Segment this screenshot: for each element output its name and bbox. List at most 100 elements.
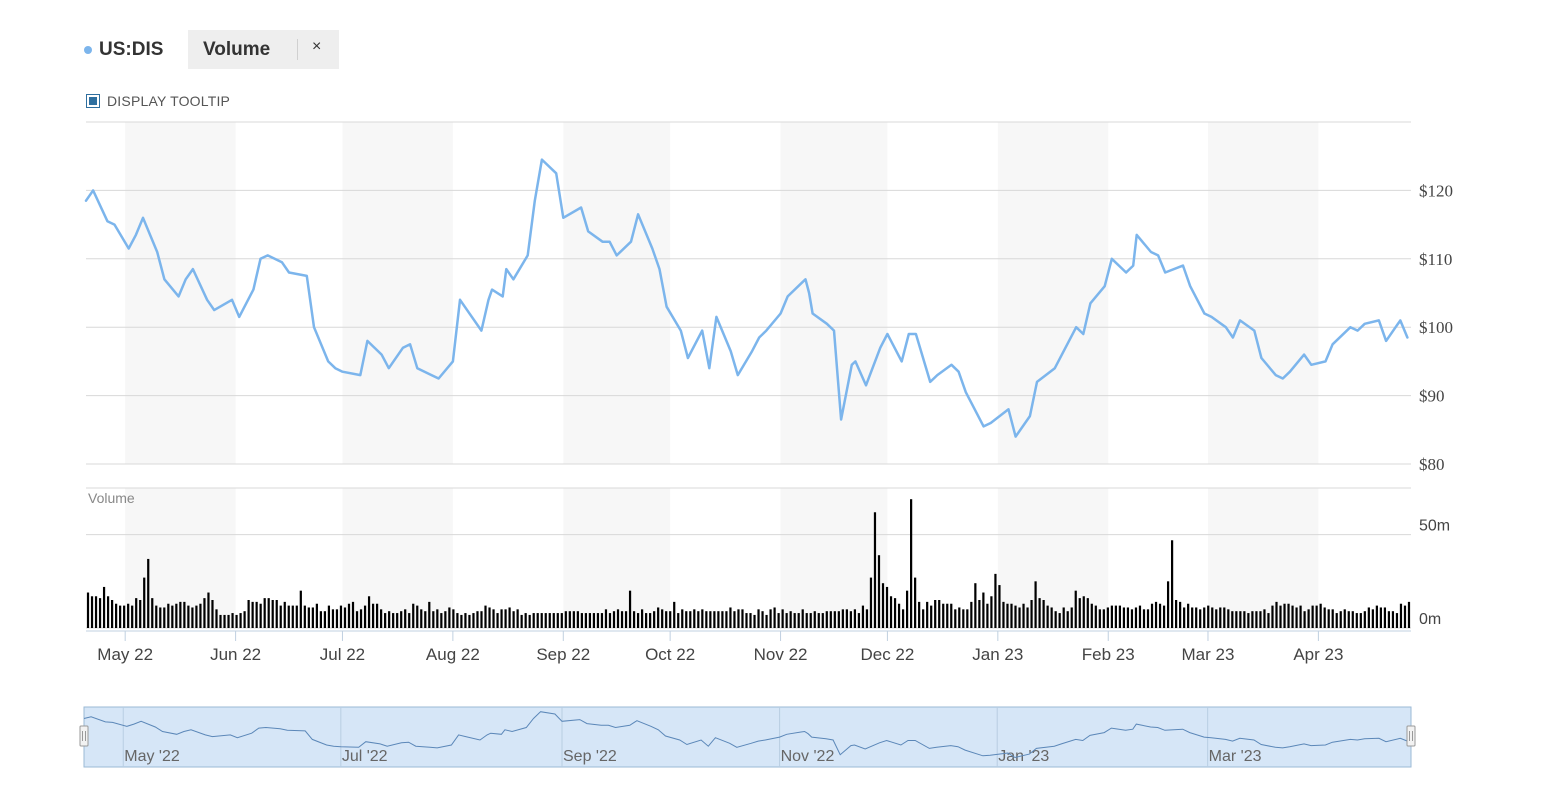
volume-bar bbox=[1363, 611, 1366, 628]
navigator: May '22 Jul '22 Sep '22 Nov '22 Jan '23 Mar '… bbox=[79, 706, 1416, 768]
volume-bar bbox=[536, 613, 539, 628]
volume-bar bbox=[669, 611, 672, 628]
volume-bar bbox=[1383, 607, 1387, 628]
month-band bbox=[997, 488, 1109, 628]
volume-bar bbox=[424, 611, 427, 628]
volume-bar bbox=[416, 605, 419, 628]
volume-bar bbox=[139, 600, 142, 628]
tooltip-checkbox[interactable] bbox=[86, 94, 100, 108]
volume-bar bbox=[267, 598, 270, 628]
volume-bar bbox=[797, 613, 800, 628]
navigator-right-handle[interactable] bbox=[1406, 725, 1416, 747]
volume-bar bbox=[685, 611, 688, 628]
volume-bar bbox=[677, 613, 680, 628]
volume-bar bbox=[279, 605, 282, 628]
volume-bar bbox=[335, 609, 339, 628]
month-band bbox=[1207, 488, 1319, 628]
navigator-tick-label: Nov '22 bbox=[781, 748, 835, 765]
price-axis-labels: $80 $90 $100 $110 $120 bbox=[1419, 181, 1453, 474]
volume-bar bbox=[901, 609, 905, 628]
legend-item-us-dis[interactable]: US:DIS bbox=[84, 39, 163, 61]
volume-bar bbox=[665, 611, 668, 628]
volume-bar bbox=[717, 611, 720, 628]
volume-bar bbox=[897, 603, 901, 628]
volume-bar bbox=[1130, 609, 1134, 628]
volume-bar bbox=[1074, 590, 1077, 628]
volume-bar bbox=[950, 603, 953, 628]
volume-bar bbox=[837, 611, 840, 628]
volume-bar bbox=[123, 605, 126, 628]
volume-bar bbox=[1066, 611, 1069, 628]
volume-bar bbox=[1315, 605, 1318, 628]
volume-bar bbox=[689, 611, 692, 628]
volume-bar bbox=[1150, 603, 1154, 628]
volume-bar bbox=[978, 600, 981, 628]
volume-bar bbox=[1102, 609, 1105, 628]
volume-bar bbox=[508, 607, 511, 628]
volume-bar bbox=[404, 609, 407, 628]
x-tick-label: Nov 22 bbox=[754, 645, 808, 664]
volume-bar bbox=[805, 613, 808, 628]
volume-bar bbox=[247, 600, 250, 628]
volume-bar bbox=[143, 577, 146, 628]
volume-bar bbox=[119, 605, 122, 628]
navigator-series-line bbox=[83, 711, 1408, 759]
volume-bar bbox=[1134, 607, 1138, 628]
volume-bar bbox=[910, 499, 913, 628]
volume-bar bbox=[889, 596, 893, 628]
volume-bar bbox=[853, 609, 857, 628]
volume-bar bbox=[1022, 603, 1025, 628]
volume-bar bbox=[1114, 605, 1117, 628]
volume-bar bbox=[195, 605, 198, 628]
volume-bar bbox=[994, 573, 997, 628]
volume-bar bbox=[255, 601, 258, 628]
close-icon[interactable]: × bbox=[312, 38, 322, 55]
volume-bar bbox=[1371, 609, 1374, 628]
volume-bar bbox=[918, 601, 921, 628]
volume-bar bbox=[516, 609, 519, 628]
x-tick-label: Aug 22 bbox=[426, 645, 480, 664]
x-axis: May 22 Jun 22 Jul 22 Aug 22 Sep 22 Oct 22 Nov … bbox=[86, 630, 1411, 664]
volume-bar bbox=[1046, 605, 1049, 628]
volume-bar bbox=[757, 609, 760, 628]
volume-bar bbox=[697, 611, 700, 628]
volume-indicator-pill[interactable]: Volume × bbox=[188, 30, 339, 69]
volume-bar bbox=[693, 609, 696, 628]
price-line[interactable] bbox=[84, 158, 1409, 438]
volume-bar bbox=[793, 613, 796, 628]
volume-bar bbox=[251, 601, 254, 628]
volume-bar bbox=[1263, 609, 1266, 628]
volume-bar bbox=[1078, 598, 1081, 628]
price-tick-label: $120 bbox=[1419, 181, 1453, 200]
volume-bar bbox=[556, 613, 559, 628]
navigator-tick-label: Jan '23 bbox=[998, 748, 1049, 765]
volume-bar bbox=[1146, 609, 1150, 628]
volume-bar bbox=[171, 605, 174, 628]
volume-bar bbox=[90, 596, 94, 628]
volume-bar bbox=[604, 609, 608, 628]
volume-bar bbox=[444, 611, 447, 628]
handle-grip bbox=[1406, 725, 1416, 747]
volume-bar bbox=[1303, 611, 1306, 628]
volume-bar bbox=[998, 585, 1001, 628]
volume-bar bbox=[223, 614, 226, 628]
navigator-left-handle[interactable] bbox=[79, 725, 89, 747]
volume-bar bbox=[303, 605, 306, 628]
volume-bar bbox=[1275, 601, 1278, 628]
volume-bar bbox=[893, 598, 897, 628]
volume-bar bbox=[211, 600, 214, 628]
volume-bar bbox=[1014, 605, 1017, 628]
volume-bar bbox=[1327, 609, 1330, 628]
volume-bar bbox=[388, 611, 391, 628]
volume-bar bbox=[1030, 600, 1033, 628]
volume-bar bbox=[1403, 605, 1407, 628]
volume-bar bbox=[1347, 611, 1350, 628]
volume-bar bbox=[817, 613, 820, 628]
display-tooltip-toggle[interactable]: DISPLAY TOOLTIP bbox=[86, 93, 230, 109]
volume-bar bbox=[275, 600, 278, 628]
volume-bar bbox=[560, 613, 563, 628]
legend-series-label: US:DIS bbox=[99, 39, 164, 60]
volume-bar bbox=[1154, 601, 1158, 628]
volume-bar bbox=[922, 609, 925, 628]
